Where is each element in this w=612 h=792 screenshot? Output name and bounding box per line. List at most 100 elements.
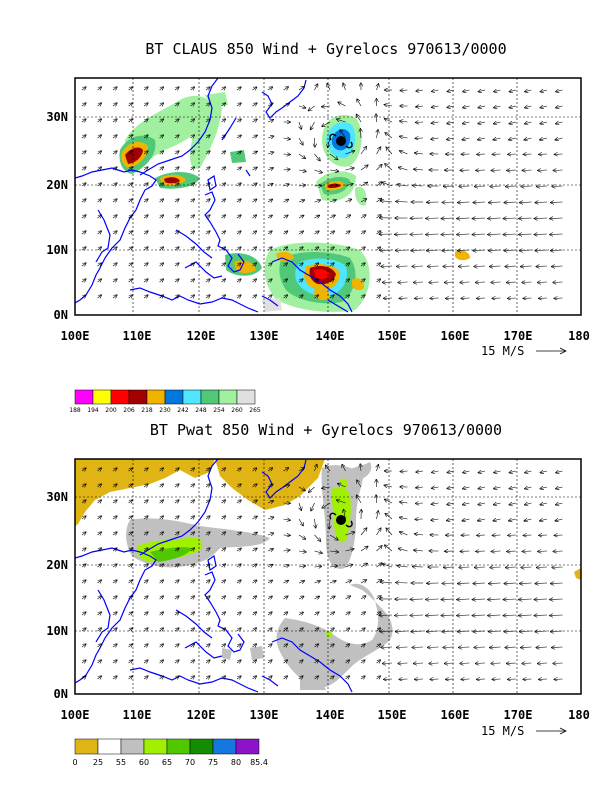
wind-vector — [128, 532, 133, 535]
wind-vector — [441, 218, 455, 219]
wind-vector — [112, 199, 117, 202]
wind-vector — [81, 183, 86, 186]
lat-label: 10N — [46, 243, 68, 257]
wind-vector — [298, 486, 305, 491]
wind-vector — [81, 263, 86, 266]
wind-vector — [478, 90, 486, 92]
wind-vector — [221, 612, 226, 615]
colorbar-swatch — [212, 738, 237, 755]
wind-vector — [444, 282, 455, 283]
wind-vector — [475, 282, 486, 283]
colorbar-swatch — [164, 389, 184, 405]
wind-vector — [267, 612, 272, 615]
wind-vector — [376, 114, 377, 123]
wind-vector — [329, 612, 335, 615]
wind-vector — [491, 170, 501, 171]
wind-vector — [376, 279, 381, 282]
wind-vector — [267, 484, 273, 487]
wind-vector — [143, 548, 148, 551]
wind-vector — [552, 567, 563, 568]
wind-vector — [376, 231, 381, 234]
wind-vector — [538, 551, 548, 552]
wind-vector — [97, 468, 102, 471]
wind-vector — [472, 599, 486, 600]
wind-vector — [174, 564, 179, 567]
panel1-lat-labels: 30N 20N 10N 0N — [46, 110, 68, 322]
wind-vector — [556, 122, 563, 124]
wind-vector — [493, 503, 501, 505]
wind-vector — [298, 106, 306, 108]
colorbar-swatch — [182, 389, 202, 405]
wind-vector — [236, 628, 241, 631]
wind-vector — [432, 90, 439, 92]
wind-vector — [504, 250, 517, 251]
wind-vector — [314, 200, 321, 202]
wind-vector — [267, 533, 274, 535]
wind-vector — [329, 170, 339, 171]
wind-vector — [506, 282, 517, 283]
wind-vector — [345, 580, 352, 583]
wind-vector — [205, 468, 210, 471]
wind-vector — [283, 612, 288, 615]
wind-vector — [385, 164, 393, 171]
wind-vector — [489, 202, 501, 203]
wind-vector — [428, 266, 439, 267]
wind-vector — [252, 135, 258, 138]
wind-vector — [376, 147, 381, 155]
wind-vector — [298, 279, 303, 282]
wind-vector — [478, 122, 486, 124]
wind-vector — [376, 660, 381, 663]
wind-vector — [97, 516, 102, 519]
wind-vector — [128, 231, 133, 234]
wind-vector — [357, 495, 362, 504]
wind-vector — [205, 628, 210, 631]
wind-vector — [503, 615, 517, 616]
wind-vector — [143, 135, 148, 138]
wind-vector — [205, 532, 210, 535]
wind-vector — [128, 151, 133, 154]
wind-vector — [382, 282, 393, 283]
wind-vector — [267, 580, 273, 583]
wind-vector — [360, 231, 365, 234]
wind-vector — [494, 106, 501, 108]
wind-vector — [81, 135, 86, 138]
panel1-coastlines — [75, 78, 353, 313]
wind-vector — [376, 676, 381, 679]
wind-vector — [128, 500, 133, 503]
wind-vector — [314, 676, 319, 679]
wind-vector — [159, 119, 164, 122]
wind-vector — [314, 170, 323, 173]
wind-vector — [252, 516, 258, 519]
wind-vector — [398, 167, 408, 171]
wind-vector — [519, 615, 532, 616]
wind-vector — [97, 676, 102, 679]
wind-vector — [205, 295, 210, 298]
wind-vector — [283, 660, 288, 663]
wind-vector — [112, 151, 117, 154]
wind-vector — [459, 186, 470, 187]
wind-vector — [376, 247, 381, 250]
wind-vector — [490, 266, 501, 267]
wind-vector — [159, 263, 164, 266]
lat-label: 30N — [46, 490, 68, 504]
wind-vector — [159, 468, 164, 471]
wind-vector — [360, 628, 365, 631]
wind-vector — [431, 519, 439, 520]
wind-vector — [488, 615, 501, 616]
wind-vector — [81, 644, 86, 647]
wind-vector — [360, 676, 365, 679]
lon-label: 130E — [250, 329, 279, 343]
wind-vector — [357, 99, 362, 107]
wind-vector — [382, 564, 393, 568]
wind-vector — [314, 534, 321, 541]
wind-vector — [493, 519, 501, 521]
wind-vector — [128, 468, 133, 471]
wind-vector — [221, 135, 226, 138]
wind-vector — [298, 676, 303, 679]
wind-vector — [190, 231, 195, 234]
colorbar-label: 194 — [87, 407, 99, 414]
wind-vector — [524, 138, 532, 140]
wind-vector — [432, 471, 439, 473]
wind-vector — [128, 295, 133, 298]
wind-vector — [345, 215, 351, 218]
